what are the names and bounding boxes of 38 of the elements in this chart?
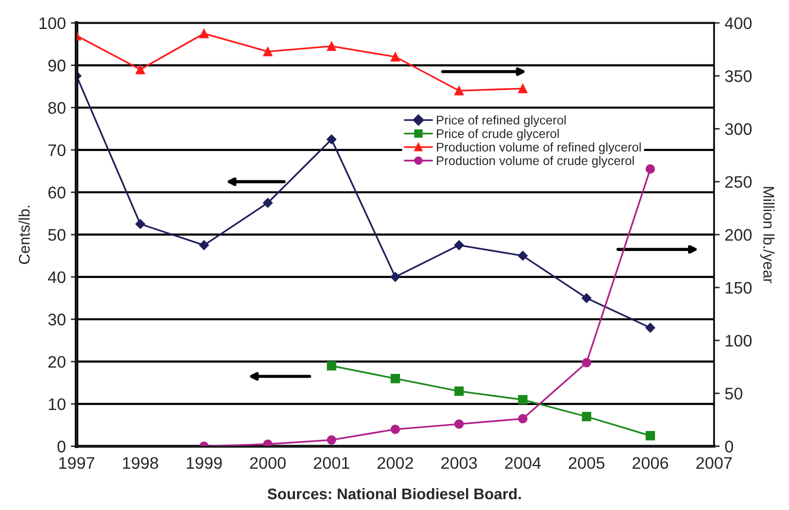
y2-tick-label: 250 xyxy=(725,176,752,188)
y2-tick-label: 100 xyxy=(726,334,752,347)
y2-tick-label: 350 xyxy=(725,70,752,82)
y-tick-label: 100 xyxy=(40,17,66,30)
legend-label: Production volume of crude glycerol xyxy=(436,156,634,168)
legend-label: Price of refined glycerol xyxy=(436,115,566,128)
x-tick-label: 1997 xyxy=(59,457,94,469)
x-tick-label: 2003 xyxy=(441,457,477,469)
legend-label: Production volume of refined glycerol xyxy=(436,142,641,154)
x-tick-label: 2006 xyxy=(632,457,668,469)
y2-tick-label: 200 xyxy=(725,229,752,241)
x-tick-label: 1998 xyxy=(123,457,158,469)
x-tick-label: 1999 xyxy=(186,457,222,469)
y-tick-label: 60 xyxy=(48,186,66,198)
source-note: Sources: National Biodiesel Board. xyxy=(268,488,521,500)
y-tick-label: 90 xyxy=(48,60,66,72)
y-tick-label: 10 xyxy=(48,398,66,410)
y2-tick-label: 400 xyxy=(724,17,752,30)
x-tick-label: 2001 xyxy=(314,457,350,469)
x-tick-label: 2007 xyxy=(696,457,732,469)
x-tick-label: 2000 xyxy=(250,457,286,469)
x-tick-label: 2002 xyxy=(378,457,413,469)
y-axis-title: Cents/lb. xyxy=(18,206,30,264)
y-tick-label: 70 xyxy=(48,144,66,156)
y-tick-label: 50 xyxy=(48,229,66,241)
x-tick-label: 2005 xyxy=(568,457,604,469)
y2-tick-label: 50 xyxy=(725,388,742,400)
y-tick-label: 30 xyxy=(48,314,66,326)
y2-tick-label: 300 xyxy=(725,123,752,135)
y-tick-label: 20 xyxy=(48,356,66,368)
legend-label: Price of crude glycerol xyxy=(436,128,559,141)
y2-tick-label: 150 xyxy=(726,282,752,294)
x-tick-label: 2004 xyxy=(505,457,541,469)
y-tick-label: 40 xyxy=(48,271,66,284)
y-tick-label: 80 xyxy=(48,102,66,114)
y2-axis-title: Million lb./year xyxy=(760,187,774,284)
y2-tick-label: 0 xyxy=(725,440,734,452)
y-tick-label: 0 xyxy=(58,440,66,452)
